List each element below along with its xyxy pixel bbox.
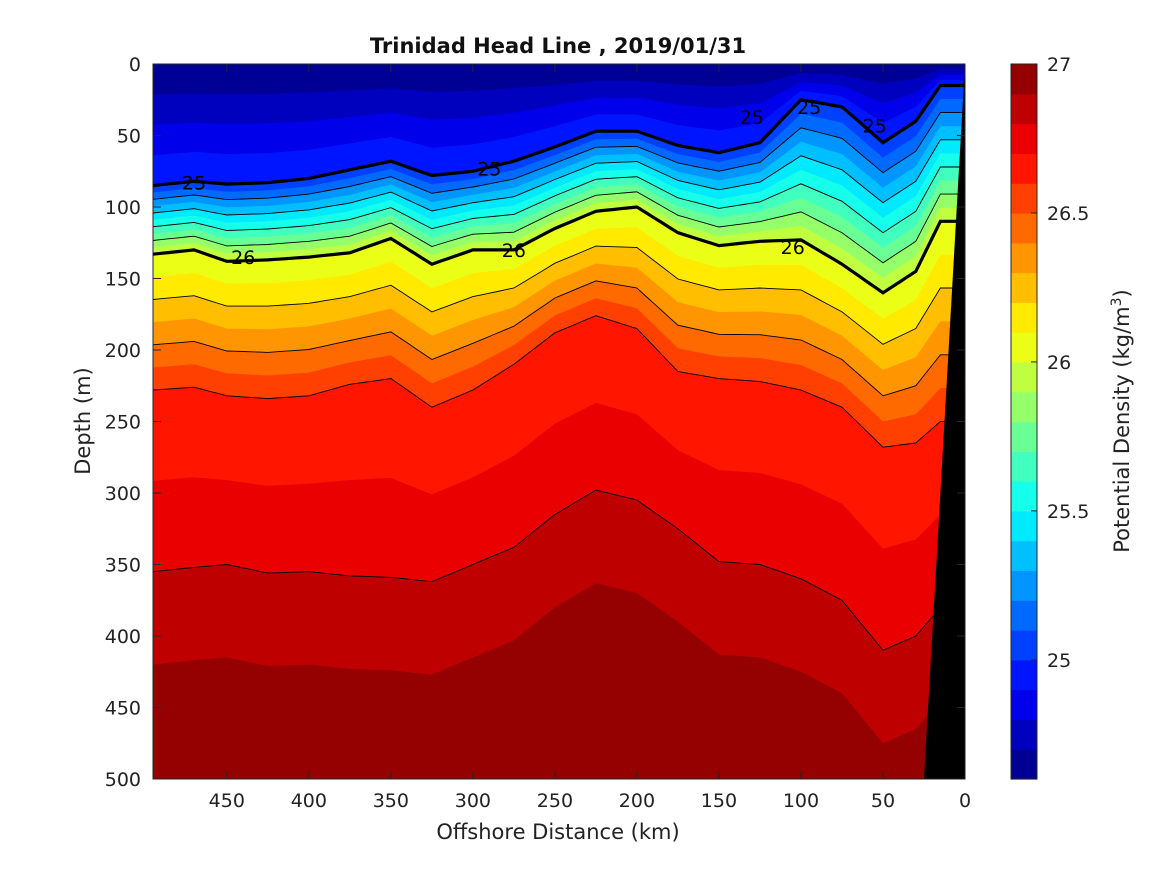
seafloor-shape xyxy=(923,64,965,779)
y-tick-label: 350 xyxy=(105,555,141,577)
colorbar-segment xyxy=(1011,332,1037,363)
colorbar-segment xyxy=(1011,421,1037,452)
colorbar-label: Potential Density (kg/m3) xyxy=(1109,289,1134,553)
colorbar-segment xyxy=(1011,600,1037,631)
colorbar-segment xyxy=(1011,391,1037,423)
y-tick-label: 450 xyxy=(105,698,141,720)
y-tick-label: 500 xyxy=(105,769,141,791)
colorbar-segment xyxy=(1011,153,1037,184)
colorbar-segment xyxy=(1011,540,1037,572)
colorbar-segment xyxy=(1011,749,1037,780)
contour-label: 25 xyxy=(863,115,887,137)
y-axis: 0 50 100 150 200 250 300 350 400 450 500 xyxy=(105,54,965,791)
x-tick-label: 200 xyxy=(619,790,655,812)
colorbar-segment xyxy=(1011,93,1037,125)
colorbar-segment xyxy=(1011,361,1037,393)
y-tick-label: 0 xyxy=(129,54,141,76)
contour-line xyxy=(153,315,965,448)
colorbar-tick-label: 25.5 xyxy=(1047,501,1089,523)
contour-line-bold xyxy=(153,83,965,188)
x-tick-label: 100 xyxy=(783,790,819,812)
y-tick-label: 200 xyxy=(105,340,141,362)
chart-title: Trinidad Head Line , 2019/01/31 xyxy=(370,34,746,58)
colorbar-segment xyxy=(1011,689,1037,721)
y-tick-label: 250 xyxy=(105,412,141,434)
contour-label: 25 xyxy=(182,173,206,195)
y-tick-label: 50 xyxy=(117,126,141,148)
contour-line xyxy=(153,166,965,234)
contour-line-bold xyxy=(153,205,965,295)
x-tick-label: 400 xyxy=(291,790,327,812)
seafloor-mask xyxy=(923,64,965,779)
contour-line xyxy=(153,489,965,651)
y-tick-label: 100 xyxy=(105,197,141,219)
density-band xyxy=(153,583,965,779)
colorbar-tick-label: 25 xyxy=(1047,650,1071,672)
contour-labels: 25 25 25 25 25 26 26 26 xyxy=(182,97,887,269)
x-axis-label: Offshore Distance (km) xyxy=(436,820,679,844)
contour-line xyxy=(153,245,965,345)
x-tick-label: 450 xyxy=(209,790,245,812)
colorbar-tick-label: 27 xyxy=(1047,54,1071,76)
contour-label: 26 xyxy=(781,237,805,259)
x-tick-label: 50 xyxy=(871,790,895,812)
density-field xyxy=(153,64,965,779)
x-tick-label: 250 xyxy=(537,790,573,812)
y-tick-label: 300 xyxy=(105,483,141,505)
x-tick-label: 300 xyxy=(455,790,491,812)
colorbar-segment xyxy=(1011,302,1037,333)
x-tick-label: 0 xyxy=(959,790,971,812)
contour-label: 25 xyxy=(797,97,821,119)
colorbar-tick-label: 26.5 xyxy=(1047,203,1089,225)
colorbar-segment xyxy=(1011,212,1037,244)
colorbar-segment xyxy=(1011,272,1037,303)
contour-line xyxy=(153,191,965,264)
x-tick-label: 350 xyxy=(373,790,409,812)
contour-label: 26 xyxy=(231,247,255,269)
x-axis: 450 400 350 300 250 200 150 100 50 0 xyxy=(209,64,971,812)
isopycnal-contours xyxy=(153,83,965,651)
y-tick-label: 400 xyxy=(105,626,141,648)
colorbar-segment xyxy=(1011,510,1037,542)
colorbar-segment xyxy=(1011,719,1037,750)
colorbar-segment xyxy=(1011,64,1037,95)
colorbar: 25 25.5 26 26.5 27 xyxy=(1010,54,1089,780)
colorbar-segment xyxy=(1011,242,1037,274)
colorbar-segment xyxy=(1011,630,1037,661)
y-axis-label: Depth (m) xyxy=(71,367,95,474)
contour-label: 26 xyxy=(502,240,526,262)
colorbar-segment xyxy=(1011,183,1037,214)
y-tick-label: 150 xyxy=(105,269,141,291)
x-tick-label: 150 xyxy=(701,790,737,812)
colorbar-segment xyxy=(1011,123,1037,154)
colorbar-segment xyxy=(1011,659,1037,691)
contour-line xyxy=(153,112,965,201)
contour-label: 25 xyxy=(477,158,501,180)
contour-line xyxy=(153,139,965,216)
contour-label: 25 xyxy=(740,107,764,129)
chart-title-group: Trinidad Head Line , 2019/01/31 xyxy=(370,34,746,58)
colorbar-segment xyxy=(1011,481,1037,512)
colorbar-segment xyxy=(1011,570,1037,601)
colorbar-segment xyxy=(1011,451,1037,482)
colorbar-tick-label: 26 xyxy=(1047,352,1071,374)
contour-line xyxy=(153,280,965,397)
colorbar-frame xyxy=(1010,63,1038,780)
